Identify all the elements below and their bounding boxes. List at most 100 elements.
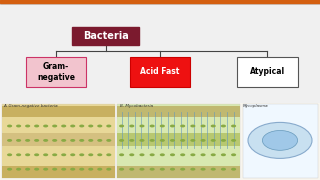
Bar <box>117 119 240 131</box>
Circle shape <box>106 125 111 127</box>
Circle shape <box>52 139 57 142</box>
Circle shape <box>211 125 216 127</box>
Bar <box>2 106 115 117</box>
Circle shape <box>248 122 312 158</box>
Circle shape <box>43 168 48 171</box>
Circle shape <box>170 139 175 142</box>
Circle shape <box>180 153 185 156</box>
Circle shape <box>16 139 21 142</box>
Circle shape <box>211 139 216 142</box>
Circle shape <box>61 125 66 127</box>
Circle shape <box>70 139 75 142</box>
Circle shape <box>160 168 165 171</box>
Circle shape <box>140 153 145 156</box>
Circle shape <box>231 153 236 156</box>
Circle shape <box>201 153 206 156</box>
Bar <box>0 0 320 3</box>
Circle shape <box>180 168 185 171</box>
Circle shape <box>231 125 236 127</box>
Circle shape <box>88 139 93 142</box>
Text: Acid Fast: Acid Fast <box>140 68 180 76</box>
Circle shape <box>79 168 84 171</box>
Circle shape <box>79 125 84 127</box>
Circle shape <box>88 168 93 171</box>
Circle shape <box>149 125 155 127</box>
FancyBboxPatch shape <box>130 57 190 87</box>
Circle shape <box>106 139 111 142</box>
Circle shape <box>16 168 21 171</box>
Circle shape <box>129 168 134 171</box>
Circle shape <box>190 153 196 156</box>
FancyBboxPatch shape <box>237 57 298 87</box>
Circle shape <box>221 153 226 156</box>
Circle shape <box>52 168 57 171</box>
Circle shape <box>25 153 30 156</box>
Circle shape <box>190 125 196 127</box>
Bar <box>0 3 320 103</box>
Circle shape <box>119 139 124 142</box>
Circle shape <box>88 125 93 127</box>
Bar <box>117 104 240 178</box>
Circle shape <box>43 125 48 127</box>
Circle shape <box>221 125 226 127</box>
Circle shape <box>129 125 134 127</box>
Circle shape <box>7 125 12 127</box>
Circle shape <box>160 125 165 127</box>
Circle shape <box>34 168 39 171</box>
Circle shape <box>70 153 75 156</box>
Text: Atypical: Atypical <box>250 68 285 76</box>
Bar <box>2 148 115 164</box>
Circle shape <box>201 168 206 171</box>
Circle shape <box>79 139 84 142</box>
Circle shape <box>97 153 102 156</box>
Circle shape <box>34 139 39 142</box>
Circle shape <box>170 125 175 127</box>
Circle shape <box>88 153 93 156</box>
Circle shape <box>231 168 236 171</box>
Text: Mycoplasma: Mycoplasma <box>243 104 269 108</box>
Circle shape <box>149 153 155 156</box>
Bar <box>2 119 115 131</box>
Circle shape <box>149 168 155 171</box>
Circle shape <box>140 139 145 142</box>
Circle shape <box>34 125 39 127</box>
Circle shape <box>61 168 66 171</box>
Bar <box>117 148 240 164</box>
Bar <box>2 166 115 178</box>
Circle shape <box>119 153 124 156</box>
Circle shape <box>201 125 206 127</box>
Circle shape <box>140 168 145 171</box>
Circle shape <box>262 130 298 150</box>
Circle shape <box>97 139 102 142</box>
FancyBboxPatch shape <box>26 57 86 87</box>
Circle shape <box>221 139 226 142</box>
Circle shape <box>52 125 57 127</box>
Text: Gram-
negative: Gram- negative <box>37 62 75 82</box>
Circle shape <box>106 153 111 156</box>
Circle shape <box>7 139 12 142</box>
Circle shape <box>129 139 134 142</box>
Bar <box>2 104 115 178</box>
Circle shape <box>119 125 124 127</box>
Circle shape <box>180 125 185 127</box>
Circle shape <box>52 153 57 156</box>
Circle shape <box>7 168 12 171</box>
Circle shape <box>106 168 111 171</box>
Circle shape <box>70 168 75 171</box>
Text: Bacteria: Bacteria <box>83 31 128 41</box>
Circle shape <box>25 139 30 142</box>
Text: B. Mycobacteria: B. Mycobacteria <box>120 104 153 108</box>
Circle shape <box>190 168 196 171</box>
Circle shape <box>70 125 75 127</box>
Circle shape <box>16 125 21 127</box>
Bar <box>117 106 240 117</box>
Circle shape <box>211 168 216 171</box>
Bar <box>2 133 115 146</box>
Circle shape <box>61 153 66 156</box>
Circle shape <box>231 139 236 142</box>
FancyBboxPatch shape <box>72 26 139 45</box>
Circle shape <box>190 139 196 142</box>
Circle shape <box>160 139 165 142</box>
Circle shape <box>119 168 124 171</box>
Circle shape <box>61 139 66 142</box>
